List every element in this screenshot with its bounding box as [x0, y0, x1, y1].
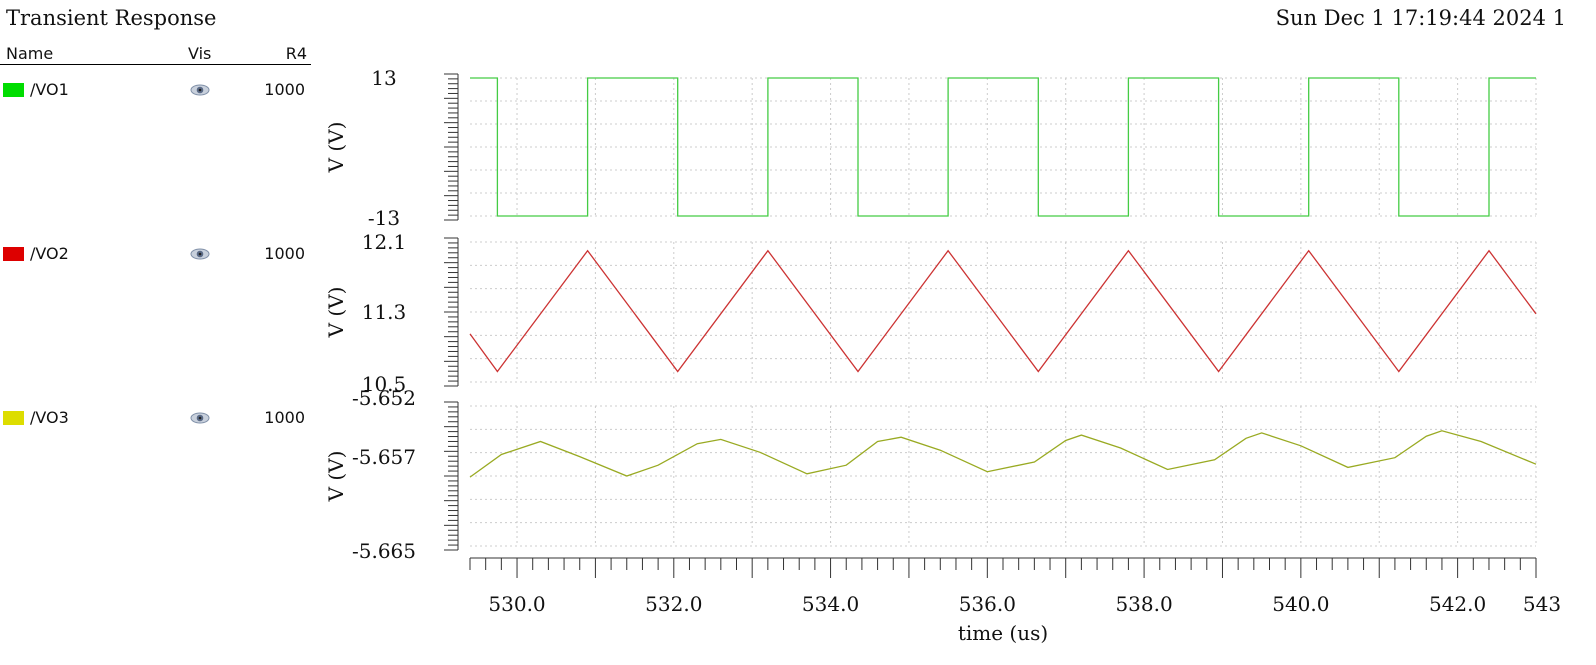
signal-name[interactable]: /VO3	[30, 408, 69, 427]
r4-value: 1000	[264, 408, 305, 427]
signal-name[interactable]: /VO1	[30, 80, 69, 99]
x-tick-label: 530.0	[488, 592, 545, 616]
r4-value: 1000	[264, 244, 305, 263]
x-tick-label: 534.0	[802, 592, 859, 616]
x-tick-label: 542.0	[1429, 592, 1486, 616]
legend-header: Name Vis R4	[0, 42, 311, 65]
legend-col-name[interactable]: Name	[6, 44, 54, 63]
y-tick-label: -13	[368, 206, 400, 230]
y-tick-label: 10.5	[362, 372, 407, 396]
legend-col-r4[interactable]: R4	[285, 44, 307, 63]
y-tick-label: 11.3	[362, 300, 407, 324]
x-axis-label: time (us)	[958, 621, 1048, 645]
r4-value: 1000	[264, 80, 305, 99]
panel-vo3: -5.652 -5.657 -5.665 V (V)	[324, 386, 1537, 563]
eye-icon[interactable]	[190, 409, 210, 427]
x-axis: 530.0 532.0 534.0 536.0 538.0 540.0 542.0 543 ti…	[469, 557, 1561, 645]
color-swatch	[3, 83, 24, 97]
series-line-vo1	[470, 77, 1536, 217]
y-tick-label: -5.665	[352, 539, 416, 563]
legend-col-vis[interactable]: Vis	[188, 44, 212, 63]
y-tick-label: 12.1	[362, 230, 407, 254]
signal-name[interactable]: /VO2	[30, 244, 69, 263]
window-title: Transient Response	[6, 6, 217, 30]
y-tick-label: -5.657	[352, 445, 416, 469]
legend-row-vo1[interactable]: /VO1 1000	[0, 80, 311, 104]
x-tick-label: 543	[1523, 592, 1561, 616]
y-axis-label: V (V)	[324, 287, 348, 339]
eye-icon[interactable]	[190, 81, 210, 99]
x-tick-label: 540.0	[1272, 592, 1329, 616]
series-line-vo3	[469, 430, 1537, 478]
y-axis-label: V (V)	[324, 122, 348, 174]
x-tick-label: 538.0	[1115, 592, 1172, 616]
y-axis-label: V (V)	[324, 451, 348, 503]
series-line-vo2	[469, 249, 1537, 373]
color-swatch	[3, 247, 24, 261]
color-swatch	[3, 411, 24, 425]
y-tick-label: -5.652	[352, 386, 416, 410]
panel-vo1: 13 -13 V (V)	[324, 66, 1537, 230]
panel-vo2: 12.1 11.3 10.5 V (V)	[324, 230, 1537, 396]
legend-row-vo2[interactable]: /VO2 1000	[0, 244, 311, 268]
x-tick-label: 532.0	[645, 592, 702, 616]
y-tick-label: 13	[371, 66, 396, 90]
eye-icon[interactable]	[190, 245, 210, 263]
x-tick-label: 536.0	[959, 592, 1016, 616]
legend-row-vo3[interactable]: /VO3 1000	[0, 408, 311, 432]
timestamp: Sun Dec 1 17:19:44 2024 1	[1275, 6, 1566, 30]
